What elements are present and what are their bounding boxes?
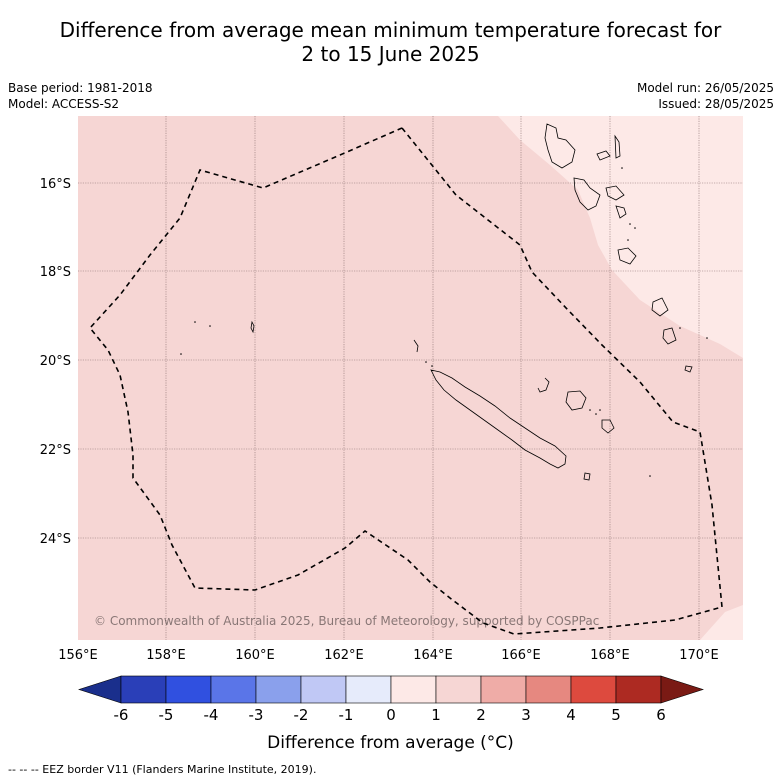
base-period: Base period: 1981-2018 — [8, 81, 153, 95]
lon-label-166e: 166°E — [501, 648, 541, 663]
lat-label-18s: 18°S — [40, 265, 71, 280]
tanna-island — [662, 327, 677, 345]
colorbar-bin — [480, 675, 527, 704]
maewo-island — [614, 134, 621, 159]
colorbar-tick-label: -1 — [339, 706, 354, 724]
colorbar-tick-label: -3 — [249, 706, 264, 724]
lon-label-162e: 162°E — [324, 648, 364, 663]
eez-legend-footer: -- -- -- EEZ border V11 (Flanders Marine… — [8, 763, 317, 776]
colorbar-bin — [210, 675, 257, 704]
epi-island — [615, 205, 627, 219]
new-caledonia-coastline — [430, 369, 567, 469]
colorbar-ticks: -6 -5 -4 -3 -2 -1 0 1 2 3 4 5 6 — [114, 706, 666, 724]
colorbar-tick-label: 6 — [656, 706, 666, 724]
lat-label-22s: 22°S — [40, 443, 71, 458]
lat-label-20s: 20°S — [40, 354, 71, 369]
meta-right: Model run: 26/05/2025 Issued: 28/05/2025 — [637, 80, 774, 112]
colorbar-bin — [345, 675, 392, 704]
model-name: Model: ACCESS-S2 — [8, 97, 120, 111]
colorbar-bin — [300, 675, 347, 704]
colorbar-extend-high — [660, 675, 704, 704]
colorbar-bin — [390, 675, 437, 704]
colorbar-tick-label: 2 — [476, 706, 486, 724]
meta-left: Base period: 1981-2018 Model: ACCESS-S2 — [8, 80, 153, 112]
lat-label-24s: 24°S — [40, 532, 71, 547]
title-line-2: 2 to 15 June 2025 — [301, 42, 480, 66]
chesterfield-islands — [250, 320, 255, 334]
espiritu-santo-island — [544, 123, 576, 169]
longitude-labels: 156°E 158°E 160°E 162°E 164°E 166°E 168°… — [58, 648, 719, 663]
erromango-island — [651, 297, 669, 317]
lat-label-16s: 16°S — [40, 177, 71, 192]
colorbar-tick-label: 5 — [611, 706, 621, 724]
lon-label-156e: 156°E — [58, 648, 98, 663]
colorbar-label: Difference from average (°C) — [267, 733, 514, 753]
colorbar-bin — [255, 675, 302, 704]
lon-label-168e: 168°E — [590, 648, 630, 663]
colorbar-tick-label: -5 — [159, 706, 174, 724]
colorbar-bin — [525, 675, 572, 704]
latitude-labels: 16°S 18°S 20°S 22°S 24°S — [40, 177, 71, 547]
colorbar-bin — [570, 675, 617, 704]
mare-island — [601, 419, 615, 434]
efate-island — [617, 247, 637, 265]
anomaly-region-light — [498, 116, 743, 358]
lon-label-160e: 160°E — [235, 648, 275, 663]
ambae-island — [596, 150, 611, 161]
ouvea-island — [537, 377, 550, 393]
colorbar-bin — [435, 675, 482, 704]
issued-date: Issued: 28/05/2025 — [658, 97, 774, 111]
copyright-text: © Commonwealth of Australia 2025, Bureau… — [94, 614, 599, 628]
colorbar-tick-label: 0 — [386, 706, 396, 724]
colorbar-tick-label: -6 — [114, 706, 129, 724]
lon-label-170e: 170°E — [679, 648, 719, 663]
aneityum-island — [684, 365, 693, 373]
colorbar-tick-label: 1 — [431, 706, 441, 724]
isle-of-pines — [583, 472, 591, 481]
colorbar-tick-label: -4 — [204, 706, 219, 724]
colorbar-tick-label: -2 — [294, 706, 309, 724]
model-run: Model run: 26/05/2025 — [636, 81, 774, 95]
lon-label-158e: 158°E — [146, 648, 186, 663]
colorbar-bin — [615, 675, 662, 704]
small-islets — [180, 167, 708, 477]
colorbar-tick-label: 4 — [566, 706, 576, 724]
lifou-island — [565, 390, 587, 411]
colorbar-bin — [120, 675, 167, 704]
colorbar-tick-label: 3 — [521, 706, 531, 724]
malekula-island — [573, 177, 601, 211]
gridlines — [78, 116, 743, 640]
title-line-1: Difference from average mean minimum tem… — [59, 18, 722, 42]
chart-title: Difference from average mean minimum tem… — [0, 18, 781, 66]
belep-islands — [413, 339, 419, 353]
colorbar-bin — [165, 675, 212, 704]
colorbar — [78, 675, 704, 704]
anomaly-region-light-se — [700, 605, 743, 640]
pentecost-island — [605, 185, 625, 201]
lon-label-164e: 164°E — [413, 648, 453, 663]
colorbar-extend-low — [78, 675, 122, 704]
